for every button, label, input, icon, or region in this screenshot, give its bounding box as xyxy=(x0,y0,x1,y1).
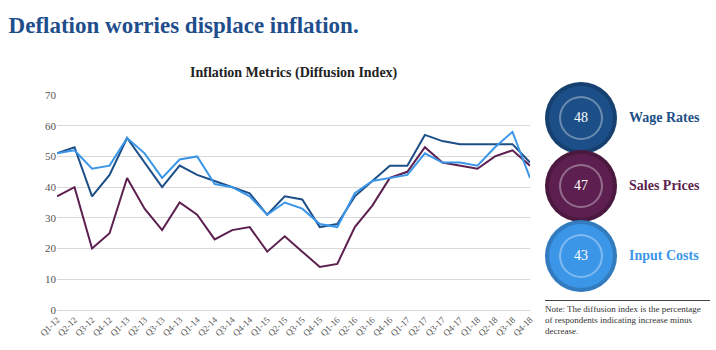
svg-text:Q4-13: Q4-13 xyxy=(161,314,185,338)
svg-text:50: 50 xyxy=(45,150,57,162)
html-text:48: 48 xyxy=(574,110,588,125)
svg-text:Q1-18: Q1-18 xyxy=(459,314,483,338)
svg-text:Q4-14: Q4-14 xyxy=(231,314,255,338)
svg-text:Q4-17: Q4-17 xyxy=(441,314,465,338)
svg-text:30: 30 xyxy=(45,212,57,224)
svg-text:Q4-15: Q4-15 xyxy=(301,314,325,338)
svg-text:Q1-16: Q1-16 xyxy=(319,314,343,338)
svg-text:Q3-15: Q3-15 xyxy=(284,314,308,338)
html-text:Wage Rates: Wage Rates xyxy=(629,110,700,125)
svg-text:Q2-13: Q2-13 xyxy=(126,314,150,338)
svg-text:60: 60 xyxy=(45,120,57,132)
html-text:Input Costs: Input Costs xyxy=(629,248,699,263)
svg-text:Q4-12: Q4-12 xyxy=(91,315,114,338)
svg-text:Q4-16: Q4-16 xyxy=(371,314,395,338)
svg-text:Q1-12: Q1-12 xyxy=(38,315,61,338)
svg-text:Q3-16: Q3-16 xyxy=(354,314,378,338)
svg-text:Q2-18: Q2-18 xyxy=(476,314,500,338)
svg-text:70: 70 xyxy=(45,89,57,101)
svg-text:Q3-17: Q3-17 xyxy=(424,314,448,338)
svg-text:Q1-13: Q1-13 xyxy=(108,314,132,338)
svg-text:Q2-12: Q2-12 xyxy=(56,315,79,338)
html-text:47: 47 xyxy=(574,178,588,193)
svg-text:Q1-17: Q1-17 xyxy=(389,314,413,338)
svg-text:Q1-15: Q1-15 xyxy=(248,314,272,338)
svg-text:Q3-12: Q3-12 xyxy=(73,315,96,338)
svg-text:Q1-14: Q1-14 xyxy=(178,314,202,338)
svg-text:0: 0 xyxy=(51,304,57,316)
html-text:Note: The diffusion index is t: Note: The diffusion index is the percent… xyxy=(545,304,701,336)
svg-text:Q2-14: Q2-14 xyxy=(196,314,220,338)
svg-text:Q2-15: Q2-15 xyxy=(266,314,290,338)
svg-text:Deflation worries displace inf: Deflation worries displace inflation. xyxy=(9,13,359,38)
svg-text:40: 40 xyxy=(45,181,57,193)
html-text:43: 43 xyxy=(574,248,588,263)
svg-text:10: 10 xyxy=(45,273,57,285)
svg-text:Q2-16: Q2-16 xyxy=(336,314,360,338)
svg-text:Q2-17: Q2-17 xyxy=(406,314,430,338)
svg-text:Q3-14: Q3-14 xyxy=(213,314,237,338)
html-text:Sales Prices: Sales Prices xyxy=(629,178,700,193)
svg-text:Q4-18: Q4-18 xyxy=(511,314,535,338)
svg-text:Q3-18: Q3-18 xyxy=(494,314,518,338)
svg-text:20: 20 xyxy=(45,242,57,254)
svg-text:Inflation Metrics (Diffusion I: Inflation Metrics (Diffusion Index) xyxy=(190,65,398,81)
svg-text:Q3-13: Q3-13 xyxy=(143,314,167,338)
